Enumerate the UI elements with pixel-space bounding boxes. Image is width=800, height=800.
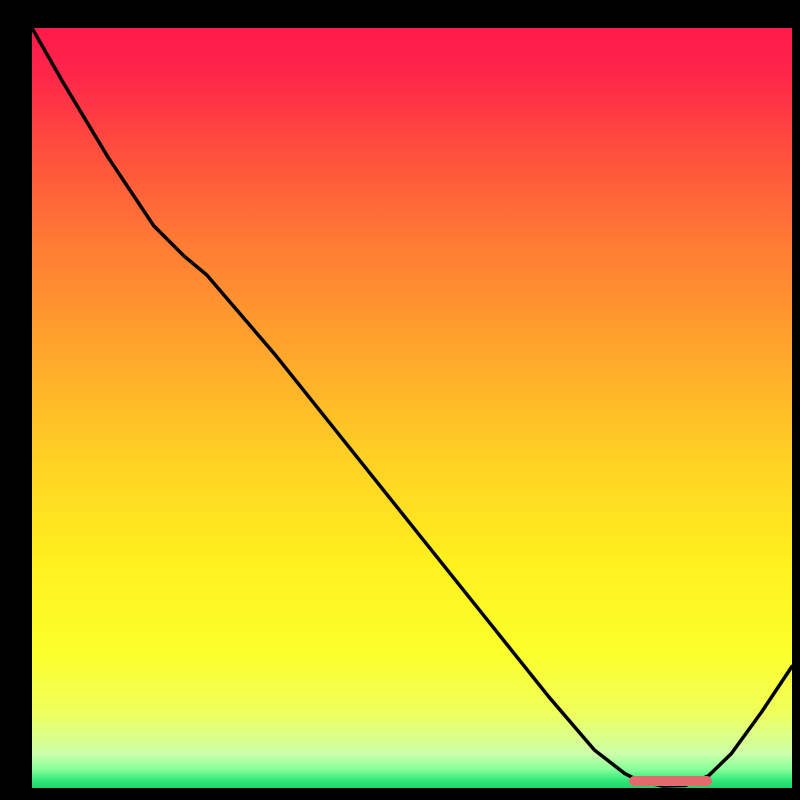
curve-layer bbox=[32, 28, 792, 788]
optimal-range-marker bbox=[629, 776, 713, 786]
attribution-text: TheBottleneck.com bbox=[569, 2, 790, 30]
chart-container: TheBottleneck.com bbox=[0, 0, 800, 800]
plot-area bbox=[32, 28, 792, 788]
bottleneck-curve bbox=[32, 28, 792, 786]
